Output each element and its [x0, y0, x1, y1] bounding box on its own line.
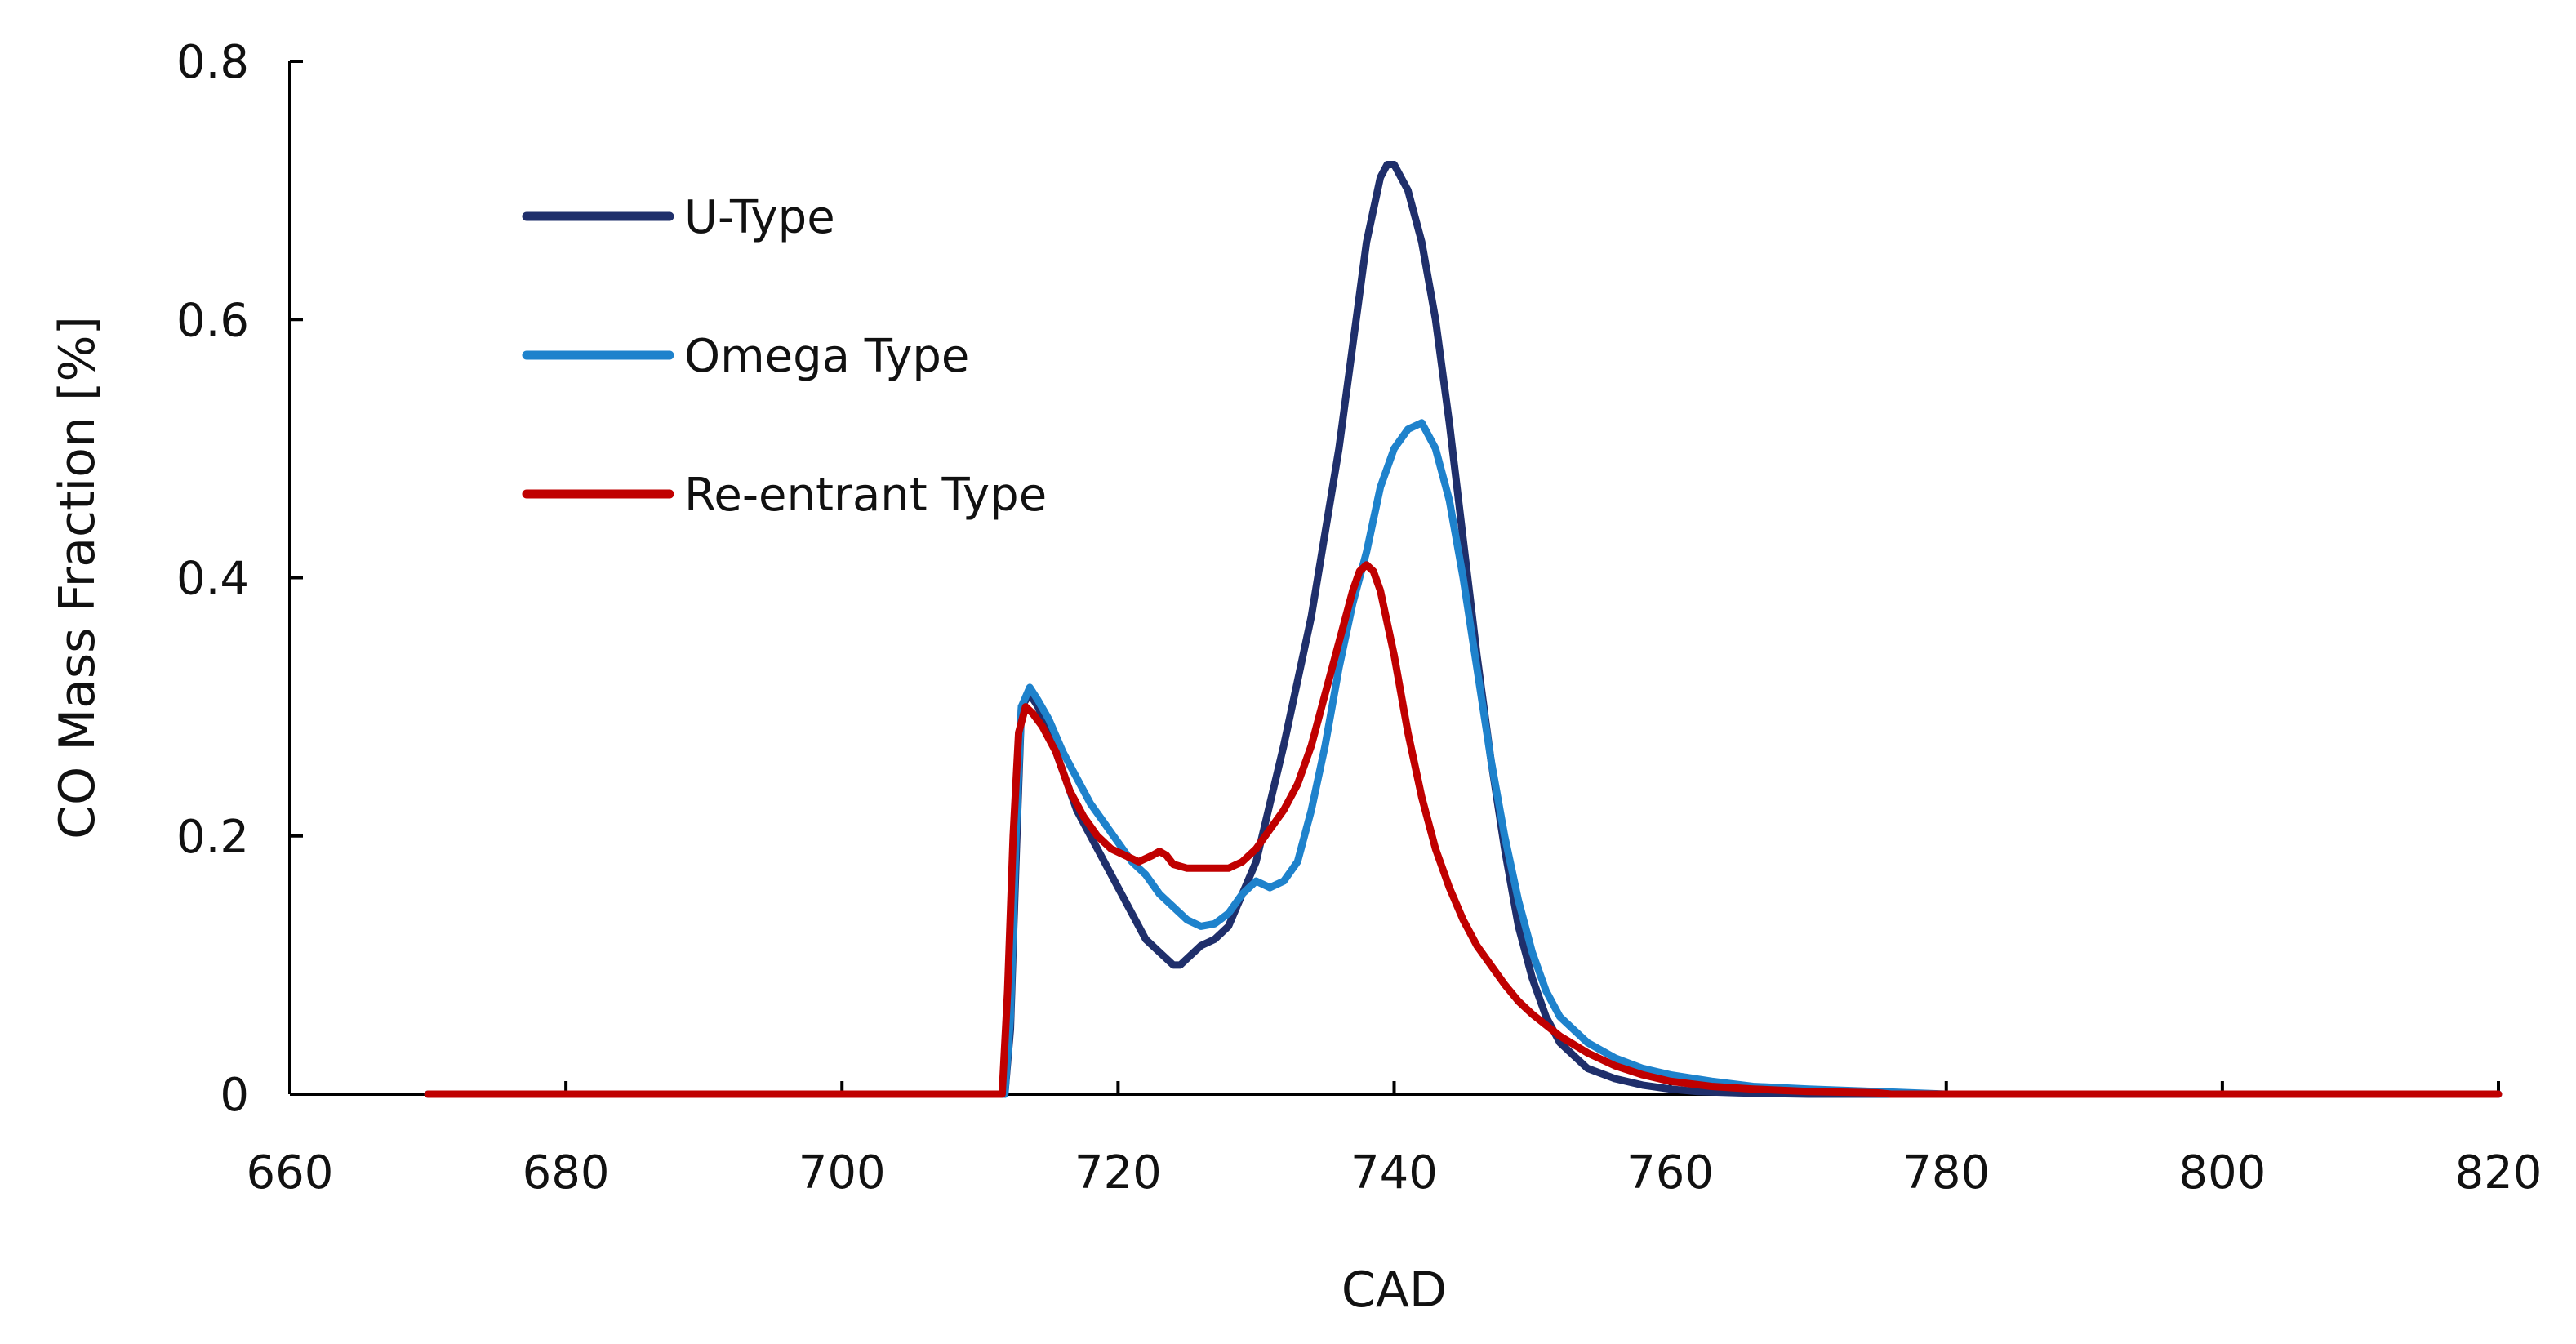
series-line-omega-type	[424, 419, 2503, 1098]
x-tick-label: 660	[247, 1146, 334, 1199]
series-line-re-entrant-type	[424, 561, 2503, 1098]
legend: U-Type Omega Type Re-entrant Type	[522, 191, 1047, 522]
legend-label-omega-type: Omega Type	[684, 330, 969, 383]
x-tick-label: 740	[1350, 1146, 1438, 1199]
x-tick-label: 760	[1626, 1146, 1714, 1199]
series-layer	[424, 161, 2503, 1098]
x-tick-label: 820	[2455, 1146, 2543, 1199]
y-axis-title: CO Mass Fraction [%]	[49, 316, 106, 839]
y-tick-label: 0.2	[176, 811, 249, 864]
x-axis-title: CAD	[1341, 1262, 1447, 1319]
x-ticks: 660 680 700 720 740 760 780 800 820	[247, 1081, 2543, 1199]
plot-area: 660 680 700 720 740 760 780 800 820 0 0.2 0.4 0.6 0.…	[176, 36, 2543, 1199]
x-tick-label: 680	[523, 1146, 610, 1199]
x-tick-label: 720	[1074, 1146, 1162, 1199]
x-tick-label: 780	[1902, 1146, 1990, 1199]
x-tick-label: 700	[799, 1146, 886, 1199]
y-tick-label: 0.6	[176, 294, 249, 347]
series-line-u-type	[424, 161, 2503, 1098]
legend-label-re-entrant-type: Re-entrant Type	[684, 469, 1047, 522]
x-tick-label: 800	[2178, 1146, 2266, 1199]
legend-label-u-type: U-Type	[684, 191, 835, 244]
y-tick-label: 0.8	[176, 36, 249, 89]
y-ticks: 0 0.2 0.4 0.6 0.8	[176, 36, 303, 1122]
y-tick-label: 0	[220, 1069, 249, 1122]
y-tick-label: 0.4	[176, 553, 249, 606]
